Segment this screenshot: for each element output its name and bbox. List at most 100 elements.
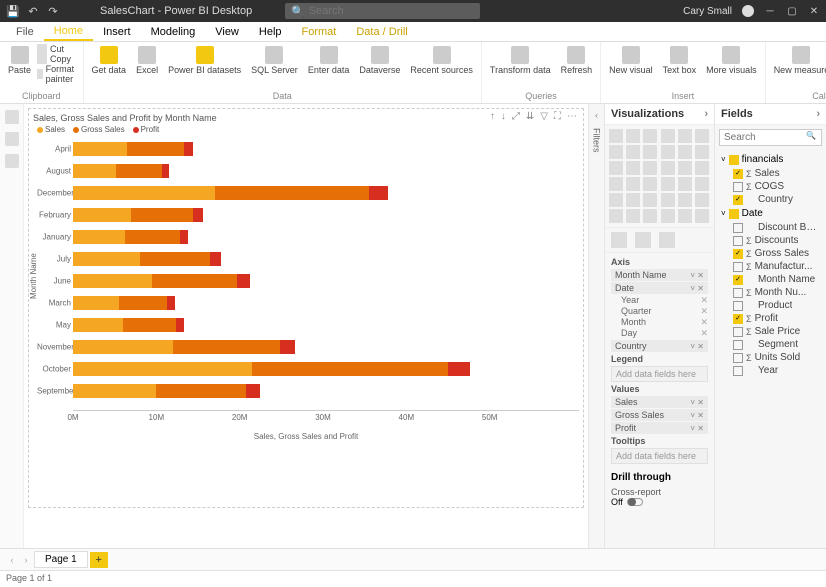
bar-row[interactable]	[73, 362, 470, 376]
close-icon[interactable]: ✕	[808, 5, 820, 17]
viz-type-icon[interactable]	[626, 145, 640, 159]
bar-row[interactable]	[73, 208, 203, 222]
next-level-icon[interactable]: ⇊	[526, 111, 534, 122]
bar-segment-gross[interactable]	[156, 384, 246, 398]
bar-row[interactable]	[73, 164, 169, 178]
menu-help[interactable]: Help	[249, 24, 292, 40]
bar-segment-sales[interactable]	[73, 208, 131, 222]
dataverse-button[interactable]: Dataverse	[355, 44, 404, 78]
new-measure-button[interactable]: New measure	[770, 44, 826, 78]
viz-type-icon[interactable]	[661, 145, 675, 159]
bar-segment-profit[interactable]	[448, 362, 470, 376]
fields-tab-icon[interactable]	[611, 232, 627, 248]
report-view-icon[interactable]	[5, 110, 19, 124]
bar-segment-gross[interactable]	[125, 230, 180, 244]
more-options-icon[interactable]: ⋯	[567, 111, 577, 122]
bar-segment-gross[interactable]	[116, 164, 162, 178]
viz-type-icon[interactable]	[626, 177, 640, 191]
bar-row[interactable]	[73, 384, 260, 398]
refresh-button[interactable]: Refresh	[557, 44, 597, 78]
value-field[interactable]: Sales˅ ✕	[611, 396, 708, 408]
bar-segment-gross[interactable]	[127, 142, 184, 156]
expand-icon[interactable]: ⤢	[512, 111, 520, 122]
chart-visual[interactable]: Sales, Gross Sales and Profit by Month N…	[28, 108, 584, 508]
bar-row[interactable]	[73, 142, 193, 156]
viz-type-icon[interactable]	[695, 193, 709, 207]
field-item[interactable]: Segment	[721, 338, 820, 351]
fields-search-input[interactable]	[719, 129, 822, 146]
viz-type-icon[interactable]	[626, 209, 640, 223]
bar-segment-gross[interactable]	[152, 274, 237, 288]
viz-type-icon[interactable]	[609, 129, 623, 143]
bar-segment-sales[interactable]	[73, 252, 140, 266]
drill-down-icon[interactable]: ↓	[501, 111, 506, 122]
bar-segment-profit[interactable]	[167, 296, 175, 310]
menu-view[interactable]: View	[205, 24, 249, 40]
tooltips-dropzone[interactable]: Add data fields here	[611, 448, 708, 464]
transform-data-button[interactable]: Transform data	[486, 44, 555, 78]
cross-report-toggle[interactable]: Off	[605, 497, 714, 507]
bar-segment-sales[interactable]	[73, 186, 215, 200]
viz-type-icon[interactable]	[609, 193, 623, 207]
model-view-icon[interactable]	[5, 154, 19, 168]
axis-subfield[interactable]: Year✕	[611, 295, 708, 306]
viz-type-icon[interactable]	[678, 145, 692, 159]
bar-segment-sales[interactable]	[73, 362, 252, 376]
menu-format[interactable]: Format	[292, 24, 347, 40]
report-canvas[interactable]: Sales, Gross Sales and Profit by Month N…	[24, 104, 588, 548]
add-page-button[interactable]: +	[90, 552, 108, 568]
viz-type-icon[interactable]	[678, 129, 692, 143]
viz-type-icon[interactable]	[626, 161, 640, 175]
recent-sources-button[interactable]: Recent sources	[406, 44, 477, 78]
undo-icon[interactable]: ↶	[26, 4, 40, 18]
field-item[interactable]: Discount Ba...	[721, 221, 820, 234]
field-item[interactable]: ΣProfit	[721, 312, 820, 325]
viz-type-icon[interactable]	[643, 145, 657, 159]
bar-segment-sales[interactable]	[73, 296, 119, 310]
field-item[interactable]: ΣDiscounts	[721, 234, 820, 247]
bar-segment-profit[interactable]	[193, 208, 203, 222]
bar-row[interactable]	[73, 318, 184, 332]
text-box-button[interactable]: Text box	[659, 44, 701, 78]
drill-up-icon[interactable]: ↑	[490, 111, 495, 122]
legend-dropzone[interactable]: Add data fields here	[611, 366, 708, 382]
search-input[interactable]	[309, 5, 474, 17]
viz-type-icon[interactable]	[609, 177, 623, 191]
viz-type-icon[interactable]	[643, 161, 657, 175]
viz-type-icon[interactable]	[661, 193, 675, 207]
enter-data-button[interactable]: Enter data	[304, 44, 354, 78]
pbi-datasets-button[interactable]: Power BI datasets	[164, 44, 245, 78]
viz-type-icon[interactable]	[609, 209, 623, 223]
next-page-button[interactable]: ›	[20, 555, 32, 565]
bar-segment-profit[interactable]	[210, 252, 221, 266]
viz-type-icon[interactable]	[661, 129, 675, 143]
viz-type-icon[interactable]	[661, 209, 675, 223]
bar-segment-gross[interactable]	[123, 318, 176, 332]
viz-type-icon[interactable]	[695, 129, 709, 143]
field-item[interactable]: ΣMonth Nu...	[721, 286, 820, 299]
field-item[interactable]: ΣSales	[721, 167, 820, 180]
viz-type-icon[interactable]	[695, 177, 709, 191]
paste-button[interactable]: Paste	[4, 44, 35, 84]
field-item[interactable]: ΣUnits Sold	[721, 351, 820, 364]
menu-datadrill[interactable]: Data / Drill	[346, 24, 417, 40]
bar-segment-profit[interactable]	[237, 274, 250, 288]
bar-row[interactable]	[73, 230, 188, 244]
bar-segment-gross[interactable]	[252, 362, 448, 376]
copy-button[interactable]: Copy	[37, 54, 79, 64]
bar-segment-gross[interactable]	[173, 340, 280, 354]
filter-icon[interactable]: ▽	[540, 111, 548, 122]
menu-modeling[interactable]: Modeling	[141, 24, 206, 40]
focus-icon[interactable]: ⛶	[554, 111, 561, 122]
format-painter-button[interactable]: Format painter	[37, 64, 79, 84]
viz-type-icon[interactable]	[678, 177, 692, 191]
bar-segment-profit[interactable]	[176, 318, 184, 332]
viz-type-icon[interactable]	[695, 209, 709, 223]
viz-type-icon[interactable]	[626, 193, 640, 207]
field-item[interactable]: Year	[721, 364, 820, 377]
viz-type-icon[interactable]	[695, 145, 709, 159]
viz-type-icon[interactable]	[609, 161, 623, 175]
bar-segment-profit[interactable]	[246, 384, 259, 398]
viz-type-icon[interactable]	[643, 177, 657, 191]
format-tab-icon[interactable]	[635, 232, 651, 248]
